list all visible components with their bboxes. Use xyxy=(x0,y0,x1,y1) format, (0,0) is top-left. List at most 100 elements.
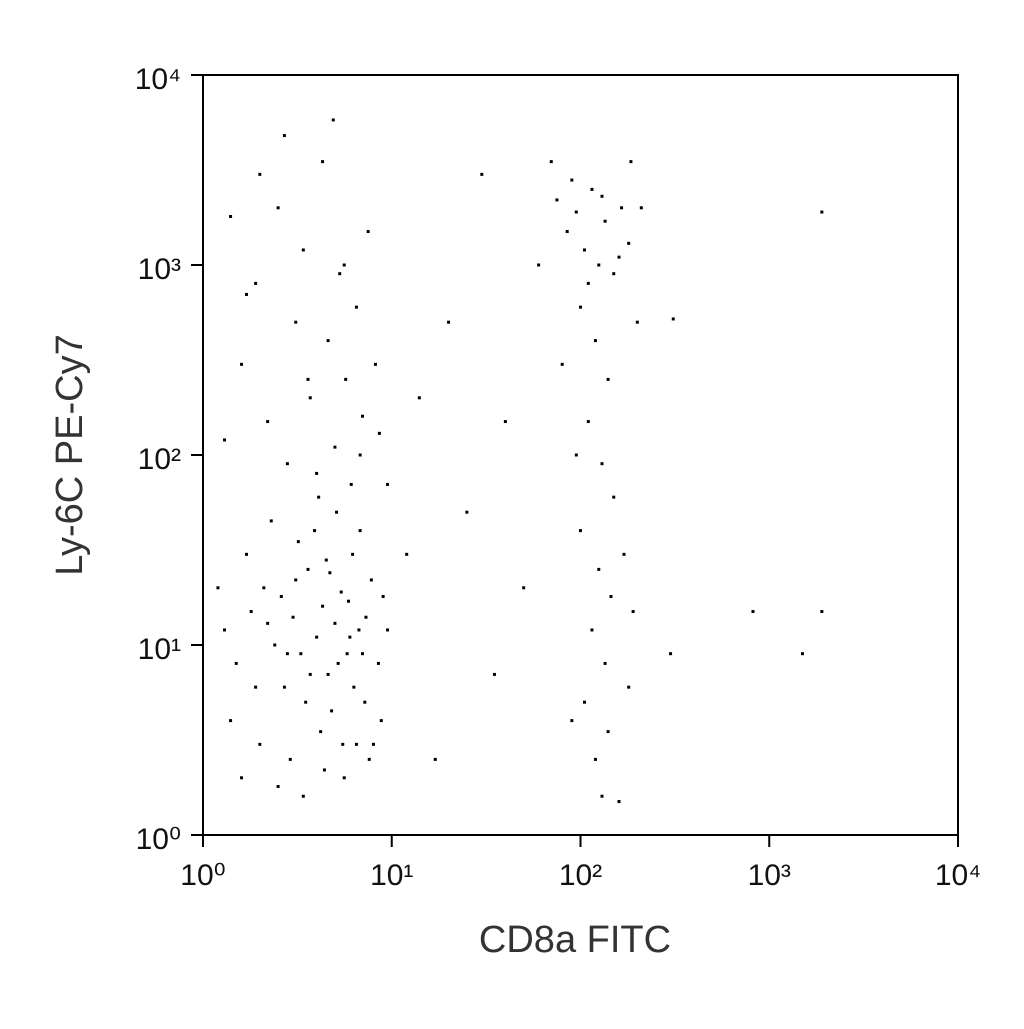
dot xyxy=(344,377,348,381)
dot xyxy=(294,320,298,324)
dot xyxy=(376,661,380,665)
dot xyxy=(240,776,244,780)
dot xyxy=(244,292,248,296)
dot xyxy=(574,453,578,457)
dot xyxy=(405,552,409,556)
dot xyxy=(363,700,367,704)
dot xyxy=(282,685,286,689)
dot xyxy=(617,800,621,804)
dot xyxy=(282,134,286,138)
dot xyxy=(339,590,343,594)
dot xyxy=(590,628,594,632)
dot xyxy=(593,339,597,343)
dot xyxy=(377,431,381,435)
dot xyxy=(373,362,377,366)
y-tick-label: 10¹ xyxy=(138,633,181,666)
dot xyxy=(273,643,277,647)
dot xyxy=(266,621,270,625)
dot xyxy=(354,742,358,746)
dot xyxy=(229,719,233,723)
dot xyxy=(254,685,258,689)
dot xyxy=(333,621,337,625)
dot xyxy=(603,661,607,665)
dot xyxy=(582,248,586,252)
dot xyxy=(258,742,262,746)
dot xyxy=(597,263,601,267)
dot xyxy=(346,599,350,603)
dot xyxy=(223,438,227,442)
y-tick-label: 10² xyxy=(138,443,181,476)
dot xyxy=(629,160,633,164)
dot xyxy=(254,281,258,285)
dot xyxy=(627,241,631,245)
y-tick-label: 10⁰ xyxy=(136,823,181,856)
dot xyxy=(276,206,280,210)
dot xyxy=(240,362,244,366)
dot xyxy=(492,672,496,676)
dot xyxy=(349,482,353,486)
dot xyxy=(537,263,541,267)
dot xyxy=(617,255,621,259)
dot xyxy=(342,263,346,267)
dot xyxy=(291,615,295,619)
x-tick-label: 10¹ xyxy=(370,859,413,892)
dot xyxy=(586,281,590,285)
dot xyxy=(606,377,610,381)
dot xyxy=(326,672,330,676)
dot xyxy=(322,768,326,772)
dot xyxy=(249,610,253,614)
dot xyxy=(324,558,328,562)
dot xyxy=(579,529,582,533)
dot xyxy=(465,510,469,514)
dot xyxy=(612,495,616,499)
dot xyxy=(627,685,631,689)
dot xyxy=(345,652,349,656)
dot xyxy=(315,635,319,639)
dot xyxy=(315,471,319,475)
y-tick-label: 10⁴ xyxy=(135,63,181,96)
dot xyxy=(570,719,574,723)
dot xyxy=(603,219,607,223)
dot xyxy=(285,652,289,656)
x-tick-label: 10⁰ xyxy=(180,859,225,892)
dot xyxy=(234,661,238,665)
dot xyxy=(631,610,635,614)
dot xyxy=(597,567,601,571)
dot xyxy=(574,210,578,214)
dot xyxy=(522,586,526,590)
dot xyxy=(800,652,804,656)
dot xyxy=(361,652,365,656)
dot xyxy=(333,445,337,449)
dot xyxy=(308,672,312,676)
dot xyxy=(335,510,339,514)
dot xyxy=(229,214,233,218)
dot xyxy=(447,320,451,324)
dot xyxy=(285,462,289,466)
dot xyxy=(328,571,332,575)
dot xyxy=(296,540,300,544)
dot xyxy=(555,198,559,202)
dot xyxy=(358,529,362,533)
dot xyxy=(590,187,594,191)
dot xyxy=(620,206,624,210)
dot xyxy=(503,420,507,424)
dot xyxy=(276,784,280,788)
dot xyxy=(364,615,368,619)
dot xyxy=(549,160,553,164)
dot xyxy=(330,709,334,713)
dot xyxy=(379,719,383,723)
dot xyxy=(635,320,639,324)
x-axis-label: CD8a FITC xyxy=(479,919,671,961)
dot xyxy=(341,742,345,746)
dot xyxy=(321,604,325,608)
dot xyxy=(369,578,373,582)
dot xyxy=(570,178,574,182)
x-tick-label: 10² xyxy=(559,859,602,892)
x-tick-label: 10³ xyxy=(748,859,791,892)
dot xyxy=(244,552,248,556)
dot xyxy=(308,396,312,400)
dot xyxy=(560,362,564,366)
x-tick-label: 10⁴ xyxy=(935,859,981,892)
